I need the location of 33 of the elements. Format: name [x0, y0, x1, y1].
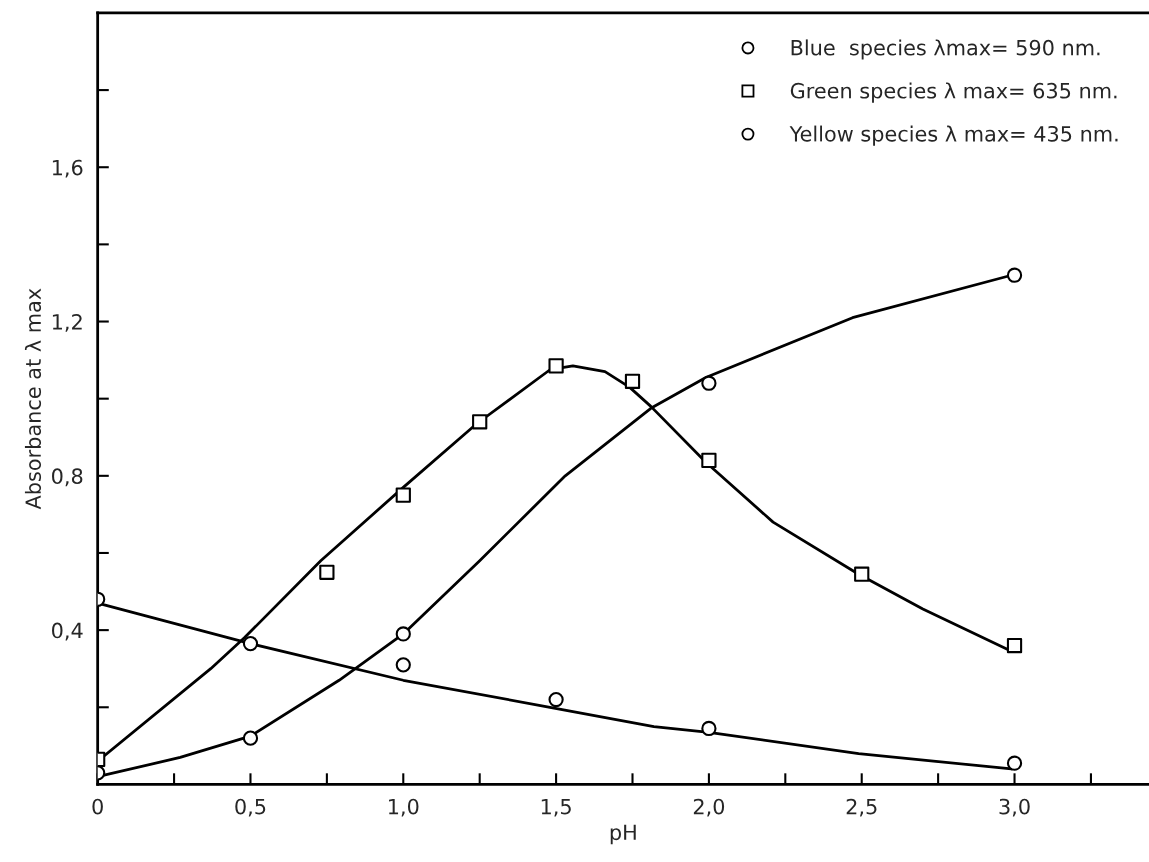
legend-label: Blue species λmax= 590 nm.: [791, 39, 1100, 60]
y-axis-title: Absorbance at λ max: [24, 288, 42, 510]
point: [319, 564, 335, 580]
point: [1006, 267, 1023, 283]
y-tick-label: 1,2: [52, 313, 82, 332]
point: [701, 375, 717, 391]
x-tick-label: 2,0: [693, 798, 725, 817]
point: [395, 626, 411, 642]
point: [701, 452, 717, 469]
x-axis-title: pH: [610, 824, 636, 845]
point: [1006, 755, 1023, 771]
x-tick-label: 1,0: [389, 798, 419, 817]
point: [395, 657, 411, 673]
point: [854, 566, 870, 582]
x-tick-label: 3,0: [999, 798, 1030, 817]
point: [395, 487, 411, 503]
y-tick-label: 0,8: [52, 468, 83, 487]
y-tick-label: 1,6: [52, 159, 83, 178]
x-tick-label: 0,5: [235, 798, 266, 817]
y-tick-label: 0,4: [52, 622, 83, 641]
legend-label: Green species λ max= 635 nm.: [790, 82, 1117, 103]
point: [548, 358, 564, 374]
point: [1006, 637, 1023, 654]
legend-label: Yellow species λ max= 435 nm.: [789, 125, 1118, 146]
x-tick-label: 2,5: [846, 798, 877, 817]
point: [701, 720, 717, 737]
point: [548, 691, 564, 708]
point: [242, 730, 259, 746]
x-tick-label: 0: [92, 798, 103, 815]
point: [242, 636, 259, 652]
x-tick-label: 1,5: [541, 798, 571, 817]
point: [472, 414, 488, 430]
point: [624, 373, 641, 389]
